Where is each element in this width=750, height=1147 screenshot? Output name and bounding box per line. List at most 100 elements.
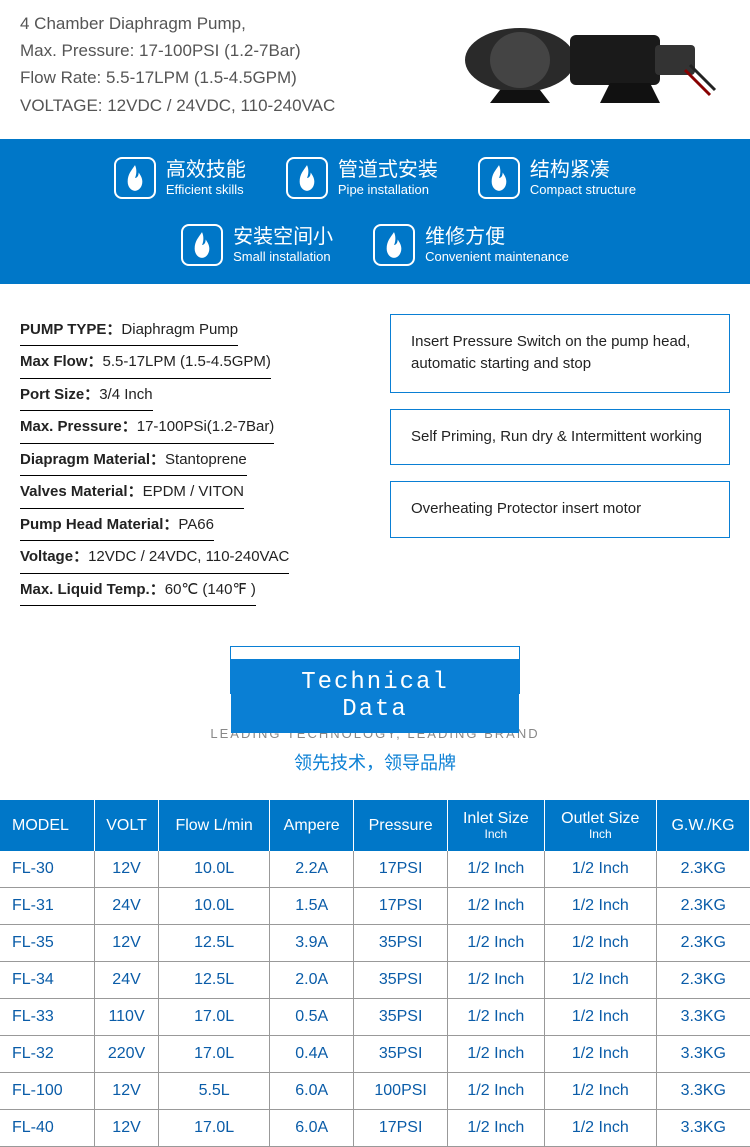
- table-cell: 35PSI: [354, 925, 448, 962]
- spec-row: Diapragm Material：Stantoprene: [20, 444, 247, 477]
- table-cell: 220V: [95, 1036, 159, 1073]
- table-cell: 3.3KG: [657, 1110, 750, 1147]
- header: 4 Chamber Diaphragm Pump, Max. Pressure:…: [0, 0, 750, 139]
- spec-line: Diapragm Material：Stantoprene: [20, 444, 360, 477]
- feature-cn: 管道式安装: [338, 158, 438, 182]
- table-cell: 1/2 Inch: [544, 851, 656, 888]
- feature-cn: 高效技能: [166, 158, 246, 182]
- pump-icon: [460, 15, 720, 105]
- spec-line: Voltage：12VDC / 24VDC, 110-240VAC: [20, 541, 360, 574]
- table-cell: 17.0L: [159, 1110, 270, 1147]
- table-row: FL-4012V17.0L6.0A17PSI1/2 Inch1/2 Inch3.…: [0, 1110, 750, 1147]
- feature-item: 结构紧凑Compact structure: [478, 157, 636, 199]
- feature-en: Small installation: [233, 249, 333, 265]
- features-band: 高效技能Efficient skills 管道式安装Pipe installati…: [0, 139, 750, 284]
- table-cell: 2.3KG: [657, 851, 750, 888]
- feature-en: Efficient skills: [166, 182, 246, 198]
- table-cell: 1/2 Inch: [544, 1110, 656, 1147]
- spec-value: 3/4 Inch: [99, 386, 152, 403]
- table-header-cell: Ampere: [270, 800, 354, 851]
- spec-label: Max. Liquid Temp.：: [20, 581, 165, 598]
- table-cell: 1/2 Inch: [544, 1073, 656, 1110]
- spec-value: EPDM / VITON: [143, 483, 244, 500]
- spec-line: Max Flow：5.5-17LPM (1.5-4.5GPM): [20, 346, 360, 379]
- table-cell: 6.0A: [270, 1073, 354, 1110]
- table-row: FL-3424V12.5L2.0A35PSI1/2 Inch1/2 Inch2.…: [0, 962, 750, 999]
- header-line3: Flow Rate: 5.5-17LPM (1.5-4.5GPM): [20, 64, 335, 91]
- tech-outline: Technical Data: [230, 646, 520, 694]
- table-header-cell: Flow L/min: [159, 800, 270, 851]
- header-text: 4 Chamber Diaphragm Pump, Max. Pressure:…: [20, 10, 335, 119]
- table-cell: 10.0L: [159, 851, 270, 888]
- callout-box: Insert Pressure Switch on the pump head,…: [390, 314, 730, 393]
- spec-row: Max. Liquid Temp.：60℃ (140℉ ): [20, 574, 256, 607]
- table-header-cell: VOLT: [95, 800, 159, 851]
- table-cell: 6.0A: [270, 1110, 354, 1147]
- feature-item: 管道式安装Pipe installation: [286, 157, 438, 199]
- flame-icon: [114, 157, 156, 199]
- table-cell: FL-40: [0, 1110, 95, 1147]
- table-cell: FL-33: [0, 999, 95, 1036]
- table-cell: 10.0L: [159, 888, 270, 925]
- table-body: FL-3012V10.0L2.2A17PSI1/2 Inch1/2 Inch2.…: [0, 851, 750, 1147]
- spec-row: Max. Pressure：17-100PSi(1.2-7Bar): [20, 411, 274, 444]
- header-line1: 4 Chamber Diaphragm Pump,: [20, 10, 335, 37]
- spec-value: 5.5-17LPM (1.5-4.5GPM): [103, 353, 271, 370]
- table-header-cell: Inlet SizeInch: [448, 800, 544, 851]
- table-cell: 1/2 Inch: [448, 1073, 544, 1110]
- feature-text: 安装空间小Small installation: [233, 225, 333, 265]
- spec-value: 12VDC / 24VDC, 110-240VAC: [88, 548, 289, 565]
- specs-list: PUMP TYPE：Diaphragm PumpMax Flow：5.5-17L…: [20, 314, 360, 607]
- flame-icon: [286, 157, 328, 199]
- spec-row: PUMP TYPE：Diaphragm Pump: [20, 314, 238, 347]
- spec-line: Max. Pressure：17-100PSi(1.2-7Bar): [20, 411, 360, 444]
- spec-label: Max Flow：: [20, 353, 103, 370]
- table-cell: 12.5L: [159, 925, 270, 962]
- spec-row: Max Flow：5.5-17LPM (1.5-4.5GPM): [20, 346, 271, 379]
- feature-cn: 维修方便: [425, 225, 569, 249]
- table-header-cell: MODEL: [0, 800, 95, 851]
- table-cell: 24V: [95, 962, 159, 999]
- callouts: Insert Pressure Switch on the pump head,…: [390, 314, 730, 607]
- table-cell: 5.5L: [159, 1073, 270, 1110]
- table-row: FL-3012V10.0L2.2A17PSI1/2 Inch1/2 Inch2.…: [0, 851, 750, 888]
- spec-row: Pump Head Material：PA66: [20, 509, 214, 542]
- table-cell: 12V: [95, 925, 159, 962]
- header-line2: Max. Pressure: 17-100PSI (1.2-7Bar): [20, 37, 335, 64]
- flame-icon: [478, 157, 520, 199]
- callout-box: Overheating Protector insert motor: [390, 481, 730, 538]
- feature-text: 维修方便Convenient maintenance: [425, 225, 569, 265]
- spec-label: Voltage：: [20, 548, 88, 565]
- table-cell: 110V: [95, 999, 159, 1036]
- spec-value: PA66: [178, 516, 214, 533]
- table-cell: 24V: [95, 888, 159, 925]
- table-cell: 2.2A: [270, 851, 354, 888]
- table-cell: 17PSI: [354, 1110, 448, 1147]
- table-row: FL-3124V10.0L1.5A17PSI1/2 Inch1/2 Inch2.…: [0, 888, 750, 925]
- feature-cn: 安装空间小: [233, 225, 333, 249]
- spec-label: Port Size：: [20, 386, 99, 403]
- spec-row: Port Size：3/4 Inch: [20, 379, 153, 412]
- table-cell: 1/2 Inch: [544, 999, 656, 1036]
- table-cell: 1/2 Inch: [448, 999, 544, 1036]
- table-cell: 3.3KG: [657, 1073, 750, 1110]
- table-row: FL-3512V12.5L3.9A35PSI1/2 Inch1/2 Inch2.…: [0, 925, 750, 962]
- spec-value: 17-100PSi(1.2-7Bar): [137, 418, 275, 435]
- table-cell: 17PSI: [354, 888, 448, 925]
- spec-value: Stantoprene: [165, 451, 247, 468]
- table-cell: 1/2 Inch: [448, 962, 544, 999]
- table-cell: 1/2 Inch: [448, 925, 544, 962]
- table-cell: 12.5L: [159, 962, 270, 999]
- spec-line: Max. Liquid Temp.：60℃ (140℉ ): [20, 574, 360, 607]
- spec-label: Max. Pressure：: [20, 418, 137, 435]
- table-cell: 1/2 Inch: [544, 1036, 656, 1073]
- spec-line: Port Size：3/4 Inch: [20, 379, 360, 412]
- spec-label: PUMP TYPE：: [20, 321, 121, 338]
- feature-cn: 结构紧凑: [530, 158, 636, 182]
- table-cell: 35PSI: [354, 999, 448, 1036]
- tech-title: Technical Data: [231, 659, 519, 733]
- feature-en: Convenient maintenance: [425, 249, 569, 265]
- tech-subtitle-cn: 领先技术，领导品牌: [0, 749, 750, 775]
- feature-item: 高效技能Efficient skills: [114, 157, 246, 199]
- table-header-row: MODELVOLTFlow L/minAmperePressureInlet S…: [0, 800, 750, 851]
